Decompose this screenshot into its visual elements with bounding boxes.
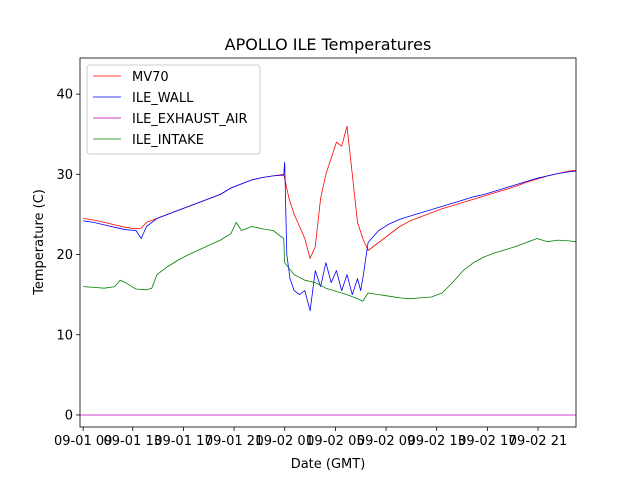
series-line-ile-intake — [83, 221, 576, 302]
y-tick-label: 0 — [65, 408, 73, 423]
y-axis-ticks: 0 10 20 30 40 — [56, 88, 80, 423]
legend-label-ile-exhaust-air: ILE_EXHAUST_AIR — [132, 112, 248, 127]
y-tick-label: 40 — [56, 88, 73, 103]
x-tick-label: 09-02 13 — [407, 434, 465, 449]
x-tick-label: 09-02 21 — [509, 434, 567, 449]
x-tick-label: 09-02 01 — [256, 434, 314, 449]
legend-label-ile-intake: ILE_INTAKE — [132, 133, 204, 148]
y-tick-label: 10 — [56, 328, 73, 343]
legend-box — [86, 64, 261, 155]
y-tick-label: 30 — [56, 168, 73, 183]
plot-frame — [79, 57, 577, 428]
x-tick-label: 09-01 13 — [104, 434, 162, 449]
y-axis-label: Temperature (C) — [32, 189, 47, 296]
series-line-ile-wall — [83, 161, 576, 312]
x-axis-label: Date (GMT) — [291, 457, 366, 472]
x-tick-label: 09-01 09 — [54, 434, 112, 449]
legend-label-ile-wall: ILE_WALL — [132, 91, 194, 106]
x-tick-label: 09-01 17 — [154, 434, 212, 449]
chart-title: APOLLO ILE Temperatures — [225, 35, 432, 54]
x-tick-label: 09-02 09 — [357, 434, 415, 449]
legend-label-mv70: MV70 — [132, 70, 169, 85]
legend: MV70 ILE_WALL ILE_EXHAUST_AIR ILE_INTAKE — [86, 64, 261, 155]
x-tick-label: 09-02 05 — [306, 434, 364, 449]
x-tick-label: 09-02 17 — [458, 434, 516, 449]
series-layer — [80, 125, 576, 416]
x-tick-label: 09-01 21 — [205, 434, 263, 449]
y-tick-label: 20 — [56, 248, 73, 263]
